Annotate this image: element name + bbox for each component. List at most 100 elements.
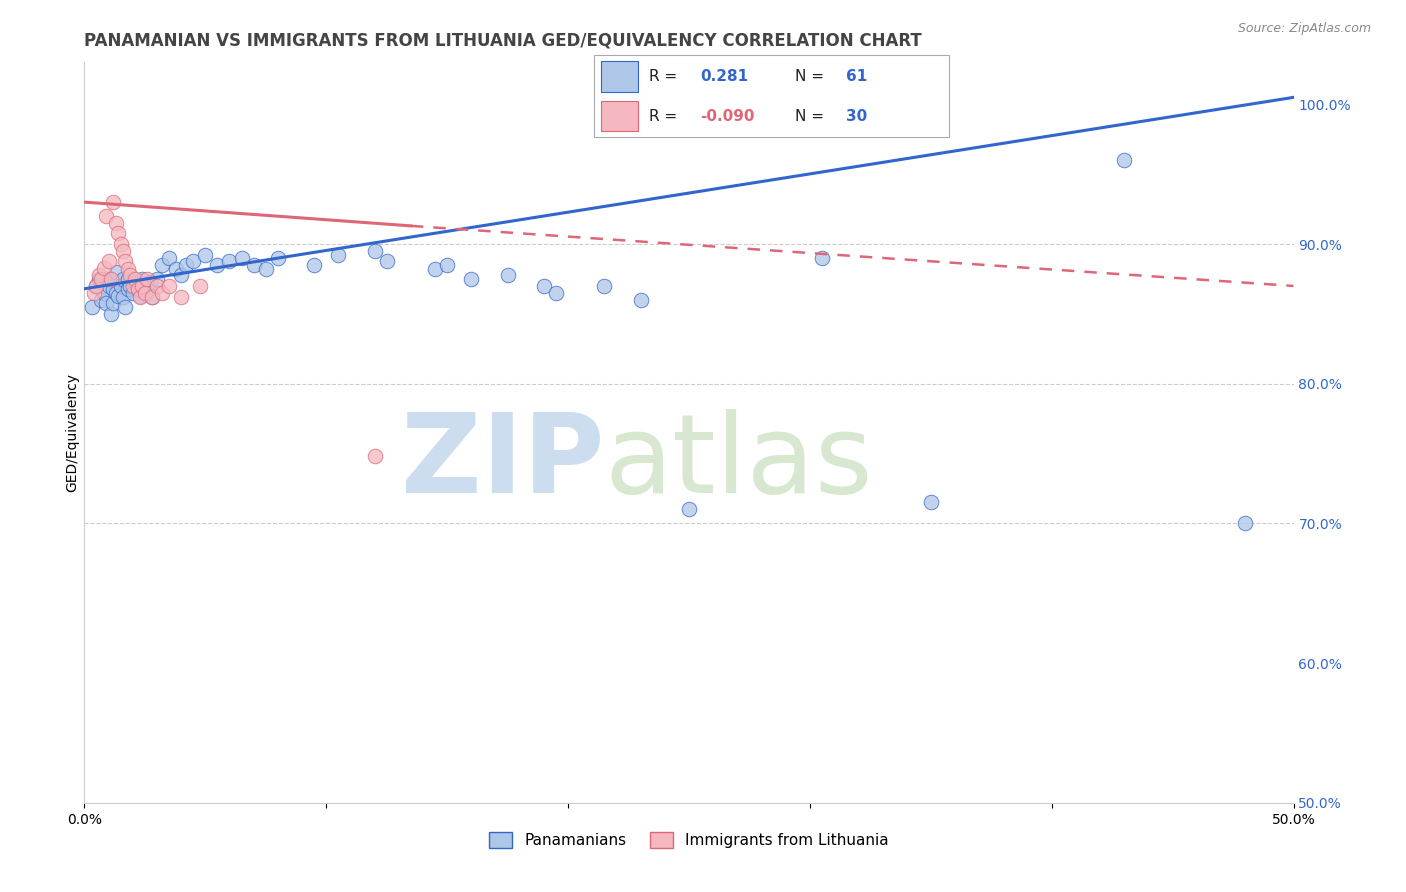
Point [117,282,139,296]
Text: 61: 61 [846,69,868,84]
Point [103,295,125,310]
Point [920,495,942,509]
Point [136,272,159,286]
Point [86,279,108,293]
Text: 0.281: 0.281 [700,69,748,84]
FancyBboxPatch shape [602,101,638,131]
Text: R =: R = [650,69,678,84]
Point [129,289,152,303]
Text: R =: R = [650,109,678,124]
Point [104,265,127,279]
Point [107,289,129,303]
Point [107,226,129,240]
Point [121,285,143,300]
Point [423,262,446,277]
Point [112,272,135,286]
Text: atlas: atlas [605,409,873,516]
Point [174,258,197,272]
Point [170,268,193,282]
Point [80,300,103,314]
Point [97,279,120,293]
Point [254,262,277,277]
Point [124,272,146,286]
Text: PANAMANIAN VS IMMIGRANTS FROM LITHUANIA GED/EQUIVALENCY CORRELATION CHART: PANAMANIAN VS IMMIGRANTS FROM LITHUANIA … [84,32,922,50]
Point [146,279,169,293]
FancyBboxPatch shape [602,62,638,92]
FancyBboxPatch shape [595,55,949,137]
Point [190,279,212,293]
Point [242,258,264,272]
Point [141,290,163,304]
Text: ZIP: ZIP [401,409,605,516]
Point [1114,153,1136,168]
Point [112,244,135,258]
Point [544,285,567,300]
Point [104,216,127,230]
Point [124,275,146,289]
Point [90,293,112,307]
Point [267,251,290,265]
Point [533,279,555,293]
Point [93,285,115,300]
Point [630,293,652,307]
Point [127,282,149,296]
Text: Source: ZipAtlas.com: Source: ZipAtlas.com [1237,22,1371,36]
Point [150,258,173,272]
Point [157,279,180,293]
Point [110,279,132,293]
Point [136,279,159,293]
Point [117,272,139,286]
Point [93,260,115,275]
Point [120,268,142,282]
Point [363,450,385,464]
Point [97,253,120,268]
Point [170,290,193,304]
Point [302,258,325,272]
Point [103,195,125,210]
Point [146,272,169,286]
Point [97,272,120,286]
Point [114,300,136,314]
Point [127,282,149,296]
Text: 30: 30 [846,109,868,124]
Point [86,279,108,293]
Point [150,285,173,300]
Point [110,237,132,252]
Point [436,258,458,272]
Y-axis label: GED/Equivalency: GED/Equivalency [65,373,79,492]
Point [134,285,156,300]
Text: N =: N = [796,109,824,124]
Point [157,251,180,265]
Point [138,275,160,289]
Point [117,262,139,277]
Point [131,272,153,286]
Point [120,279,142,293]
Point [375,253,398,268]
Point [363,244,385,258]
Point [131,279,153,293]
Point [121,279,143,293]
Point [141,290,163,304]
Point [87,268,110,282]
Point [593,279,616,293]
Point [103,282,125,296]
Legend: Panamanians, Immigrants from Lithuania: Panamanians, Immigrants from Lithuania [484,826,894,855]
Point [94,209,117,223]
Point [94,295,117,310]
Point [87,272,110,286]
Point [207,258,229,272]
Point [194,248,217,262]
Point [460,272,482,286]
Text: -0.090: -0.090 [700,109,755,124]
Point [100,272,122,286]
Text: N =: N = [796,69,824,84]
Point [165,262,187,277]
Point [83,285,105,300]
Point [129,290,152,304]
Point [104,285,127,300]
Point [328,248,350,262]
Point [112,290,135,304]
Point [114,253,136,268]
Point [90,272,112,286]
Point [218,253,240,268]
